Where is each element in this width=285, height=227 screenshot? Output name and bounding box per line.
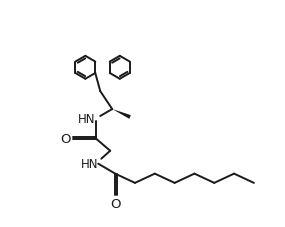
Text: HN: HN — [81, 158, 98, 170]
Text: O: O — [60, 133, 71, 146]
Polygon shape — [112, 110, 131, 119]
Text: O: O — [110, 197, 121, 210]
Text: HN: HN — [78, 113, 95, 126]
